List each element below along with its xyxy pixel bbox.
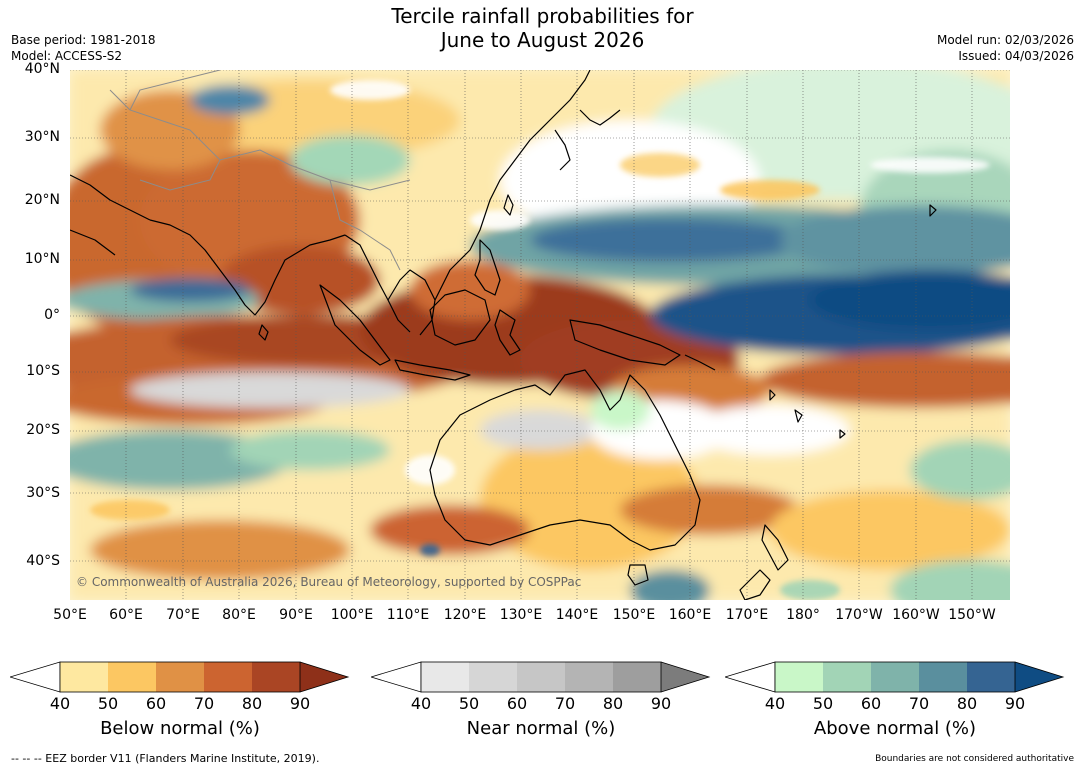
colorbar-below-low-arrow <box>10 661 61 693</box>
colorbar-below-tick-90: 90 <box>289 694 311 713</box>
colorbar-below-normal <box>10 661 350 693</box>
colorbar-near-tick-50: 50 <box>458 694 480 713</box>
lon-tick-180: 180° <box>786 607 820 623</box>
colorbar-near-tick-80: 80 <box>602 694 624 713</box>
colorbar-above-label: Above normal (%) <box>813 718 977 739</box>
colorbar-near-high-arrow <box>661 662 709 692</box>
lon-tick-100e: 100°E <box>330 607 374 623</box>
colorbar-near-label: Near normal (%) <box>466 718 616 739</box>
colorbar-above-high-arrow <box>1015 662 1063 692</box>
colorbar-below-bin-3 <box>156 662 204 692</box>
colorbar-above-tick-70: 70 <box>908 694 930 713</box>
lat-tick-20s: 20°S <box>26 422 60 438</box>
colorbar-near-bin-5 <box>613 662 661 692</box>
lat-tick-10n: 10°N <box>24 251 60 267</box>
colorbar-below-bin-5 <box>252 662 300 692</box>
page-title: Tercile rainfall probabilities for June … <box>0 4 1085 52</box>
country-borders <box>109 70 411 271</box>
lon-tick-110e: 110°E <box>386 607 430 623</box>
colorbar-below-bin-2 <box>108 662 156 692</box>
colorbar-near-bin-2 <box>469 662 517 692</box>
lat-tick-30s: 30°S <box>26 485 60 501</box>
colorbar-above-bin-5 <box>967 662 1015 692</box>
colorbar-near-bin-3 <box>517 662 565 692</box>
lon-tick-60e: 60°E <box>109 607 143 623</box>
colorbar-near-tick-60: 60 <box>506 694 528 713</box>
lon-tick-160e: 160°E <box>668 607 712 623</box>
colorbar-below-tick-80: 80 <box>241 694 263 713</box>
colorbar-near-bin-1 <box>421 662 469 692</box>
colorbar-below-tick-60: 60 <box>145 694 167 713</box>
lat-tick-40s: 40°S <box>26 553 60 569</box>
colorbar-above-tick-50: 50 <box>812 694 834 713</box>
colorbar-below-bin-1 <box>60 662 108 692</box>
lat-tick-10s: 10°S <box>26 363 60 379</box>
colorbar-below-tick-40: 40 <box>49 694 71 713</box>
colorbar-above-low-arrow <box>725 661 776 693</box>
lat-tick-20n: 20°N <box>24 192 60 208</box>
lon-tick-130e: 130°E <box>499 607 543 623</box>
colorbar-below-high-arrow <box>300 662 348 692</box>
colorbar-above-tick-90: 90 <box>1004 694 1026 713</box>
colorbar-above-normal <box>725 661 1065 693</box>
lat-tick-30n: 30°N <box>24 129 60 145</box>
meta-right: Model run: 02/03/2026 Issued: 04/03/2026 <box>937 32 1074 64</box>
colorbar-near-normal <box>371 661 711 693</box>
colorbar-near-tick-40: 40 <box>410 694 432 713</box>
lon-tick-160w: 160°W <box>892 607 940 623</box>
colorbar-near-tick-70: 70 <box>554 694 576 713</box>
map-copyright: © Commonwealth of Australia 2026, Bureau… <box>76 575 581 589</box>
colorbar-near-low-arrow <box>371 661 422 693</box>
lon-tick-150e: 150°E <box>612 607 656 623</box>
title-line-2: June to August 2026 <box>440 28 645 52</box>
colorbar-below-tick-50: 50 <box>97 694 119 713</box>
model-run: Model run: 02/03/2026 <box>936 33 1074 47</box>
colorbar-above-tick-60: 60 <box>860 694 882 713</box>
title-line-1: Tercile rainfall probabilities for <box>391 4 694 28</box>
colorbar-above-bin-2 <box>823 662 871 692</box>
lon-tick-70e: 70°E <box>166 607 200 623</box>
colorbar-above-tick-40: 40 <box>764 694 786 713</box>
rainfall-map: © Commonwealth of Australia 2026, Bureau… <box>70 70 1010 600</box>
lon-tick-150w: 150°W <box>948 607 996 623</box>
probability-field <box>70 70 1010 600</box>
boundary-disclaimer: Boundaries are not considered authoritat… <box>875 754 1074 764</box>
lat-tick-0: 0° <box>44 307 60 323</box>
lon-tick-170w: 170°W <box>835 607 883 623</box>
map-gridlines <box>70 70 1010 600</box>
lon-tick-120e: 120°E <box>443 607 487 623</box>
colorbar-above-bin-3 <box>871 662 919 692</box>
colorbar-below-label: Below normal (%) <box>100 718 260 739</box>
lon-tick-140e: 140°E <box>555 607 599 623</box>
colorbar-below-tick-70: 70 <box>193 694 215 713</box>
lon-tick-80e: 80°E <box>222 607 256 623</box>
lon-tick-90e: 90°E <box>279 607 313 623</box>
coastlines <box>70 70 937 600</box>
colorbar-near-bin-4 <box>565 662 613 692</box>
colorbar-below-bin-4 <box>204 662 252 692</box>
meta-left: Base period: 1981-2018 Model: ACCESS-S2 <box>11 32 156 64</box>
model-name: Model: ACCESS-S2 <box>11 49 123 63</box>
colorbar-near-tick-90: 90 <box>650 694 672 713</box>
colorbar-above-bin-4 <box>919 662 967 692</box>
lon-tick-170e: 170°E <box>725 607 769 623</box>
colorbar-above-bin-1 <box>775 662 823 692</box>
issued-date: Issued: 04/03/2026 <box>958 49 1074 63</box>
lon-tick-50e: 50°E <box>53 607 87 623</box>
lat-tick-40n: 40°N <box>24 61 60 77</box>
eez-border-note: -- -- -- EEZ border V11 (Flanders Marine… <box>11 752 320 765</box>
base-period: Base period: 1981-2018 <box>11 33 156 47</box>
colorbar-above-tick-80: 80 <box>956 694 978 713</box>
